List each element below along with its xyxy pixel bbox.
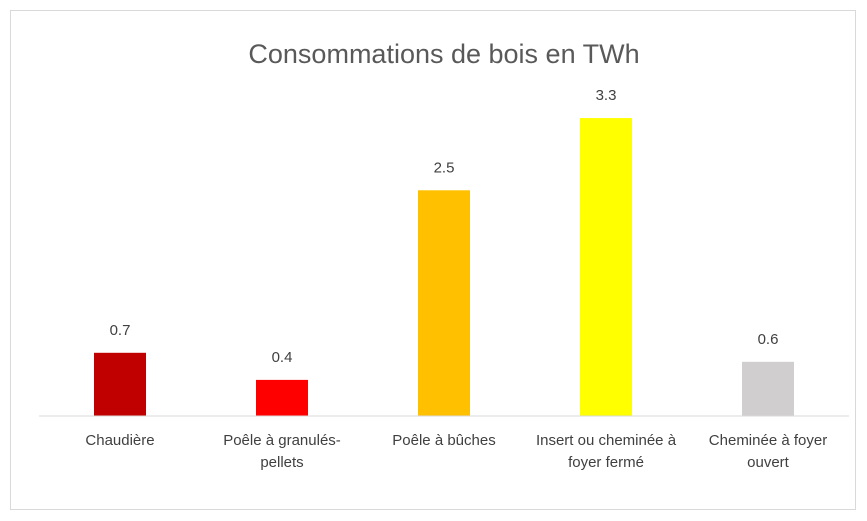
data-label: 0.4 [272, 349, 293, 366]
x-tick-label: Insert ou cheminée à foyer fermé [535, 432, 677, 471]
data-label: 0.6 [758, 331, 779, 348]
x-tick-label: Poêle à bûches [392, 432, 496, 449]
bar [418, 190, 470, 416]
bar [94, 352, 146, 416]
data-label: 2.5 [434, 159, 455, 176]
x-tick-label: Poêle à granulés-pellets [223, 432, 341, 471]
chart-title: Consommations de bois en TWh [248, 39, 639, 69]
x-tick-label: Cheminée à foyer ouvert [708, 432, 828, 471]
data-label: 3.3 [596, 87, 617, 104]
x-tick-label: Chaudière [85, 432, 155, 449]
bar [580, 118, 632, 417]
bar [256, 379, 308, 416]
data-label: 0.7 [110, 322, 131, 339]
bar [742, 361, 794, 416]
